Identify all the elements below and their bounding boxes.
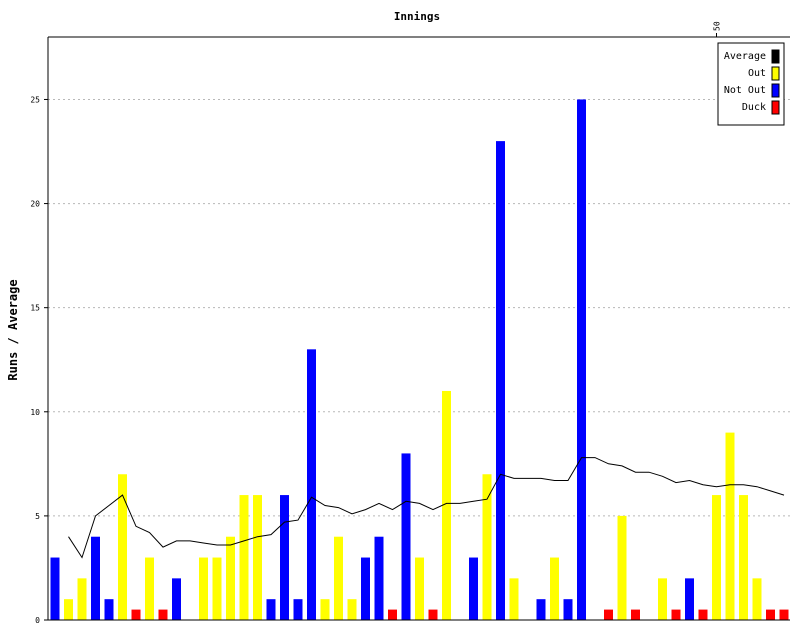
y-tick-label: 25 bbox=[30, 95, 40, 104]
legend-label: Out bbox=[748, 68, 766, 79]
bar-out bbox=[415, 557, 424, 620]
bar-out bbox=[320, 599, 330, 620]
bar-not-out bbox=[536, 599, 546, 620]
legend-swatch bbox=[771, 83, 780, 98]
bar-not-out bbox=[307, 349, 316, 620]
bar-out bbox=[212, 557, 222, 620]
legend-swatch bbox=[771, 49, 780, 64]
bar-duck bbox=[779, 609, 789, 620]
bar-out bbox=[482, 474, 492, 620]
bar-out bbox=[347, 599, 357, 620]
bar-out bbox=[253, 495, 262, 620]
bar-not-out bbox=[563, 599, 573, 620]
bar-duck bbox=[671, 609, 681, 620]
bar-not-out bbox=[577, 99, 586, 620]
bar-not-out bbox=[401, 453, 411, 620]
legend: Average Out Not Out Duck bbox=[717, 42, 785, 126]
bar-not-out bbox=[469, 557, 478, 620]
bar-out bbox=[509, 578, 519, 620]
bar-duck bbox=[604, 609, 613, 620]
y-axis-label: Runs / Average bbox=[6, 279, 20, 380]
bars bbox=[50, 99, 789, 620]
gridlines bbox=[48, 98, 790, 517]
legend-swatch bbox=[771, 66, 780, 81]
y-tick-label: 15 bbox=[30, 304, 40, 313]
bar-duck bbox=[631, 609, 640, 620]
average-line-group bbox=[68, 457, 785, 559]
bar-out bbox=[550, 557, 559, 620]
bar-out bbox=[712, 495, 721, 620]
bar-out bbox=[64, 599, 73, 620]
bar-out bbox=[752, 578, 762, 620]
bar-duck bbox=[388, 609, 397, 620]
bar-not-out bbox=[374, 536, 384, 620]
chart-title: Innings bbox=[394, 10, 440, 23]
legend-label: Not Out bbox=[724, 85, 766, 96]
bar-duck bbox=[131, 609, 141, 620]
bar-out bbox=[77, 578, 87, 620]
bar-out bbox=[442, 390, 451, 620]
bar-duck bbox=[766, 609, 775, 620]
average-line bbox=[68, 457, 785, 559]
bar-not-out bbox=[280, 495, 289, 620]
y-tick-label: 0 bbox=[35, 616, 40, 625]
legend-label: Duck bbox=[742, 102, 766, 113]
y-tick-label: 20 bbox=[30, 200, 40, 209]
bar-duck bbox=[158, 609, 168, 620]
bar-not-out bbox=[50, 557, 60, 620]
bar-not-out bbox=[104, 599, 114, 620]
bar-duck bbox=[428, 609, 438, 620]
bar-out bbox=[617, 515, 627, 620]
bar-out bbox=[334, 536, 343, 620]
x-tick-label: 50 bbox=[713, 21, 722, 31]
bar-not-out bbox=[685, 578, 694, 620]
bar-not-out bbox=[293, 599, 303, 620]
axes: 0 5 10 15 20 25 50 bbox=[30, 21, 790, 625]
bar-out bbox=[658, 578, 667, 620]
bar-not-out bbox=[361, 557, 370, 620]
bar-out bbox=[145, 557, 154, 620]
bar-not-out bbox=[496, 141, 505, 620]
bar-out bbox=[725, 432, 735, 620]
legend-swatch bbox=[771, 100, 780, 115]
bar-duck bbox=[698, 609, 708, 620]
bar-out bbox=[199, 557, 208, 620]
bar-out bbox=[226, 536, 235, 620]
legend-label: Average bbox=[724, 51, 766, 62]
y-tick-label: 10 bbox=[30, 408, 40, 417]
bar-not-out bbox=[91, 536, 100, 620]
bar-out bbox=[739, 495, 748, 620]
bar-out bbox=[239, 495, 249, 620]
y-tick-label: 5 bbox=[35, 512, 40, 521]
bar-out bbox=[118, 474, 127, 620]
bar-not-out bbox=[266, 599, 276, 620]
bar-not-out bbox=[172, 578, 181, 620]
